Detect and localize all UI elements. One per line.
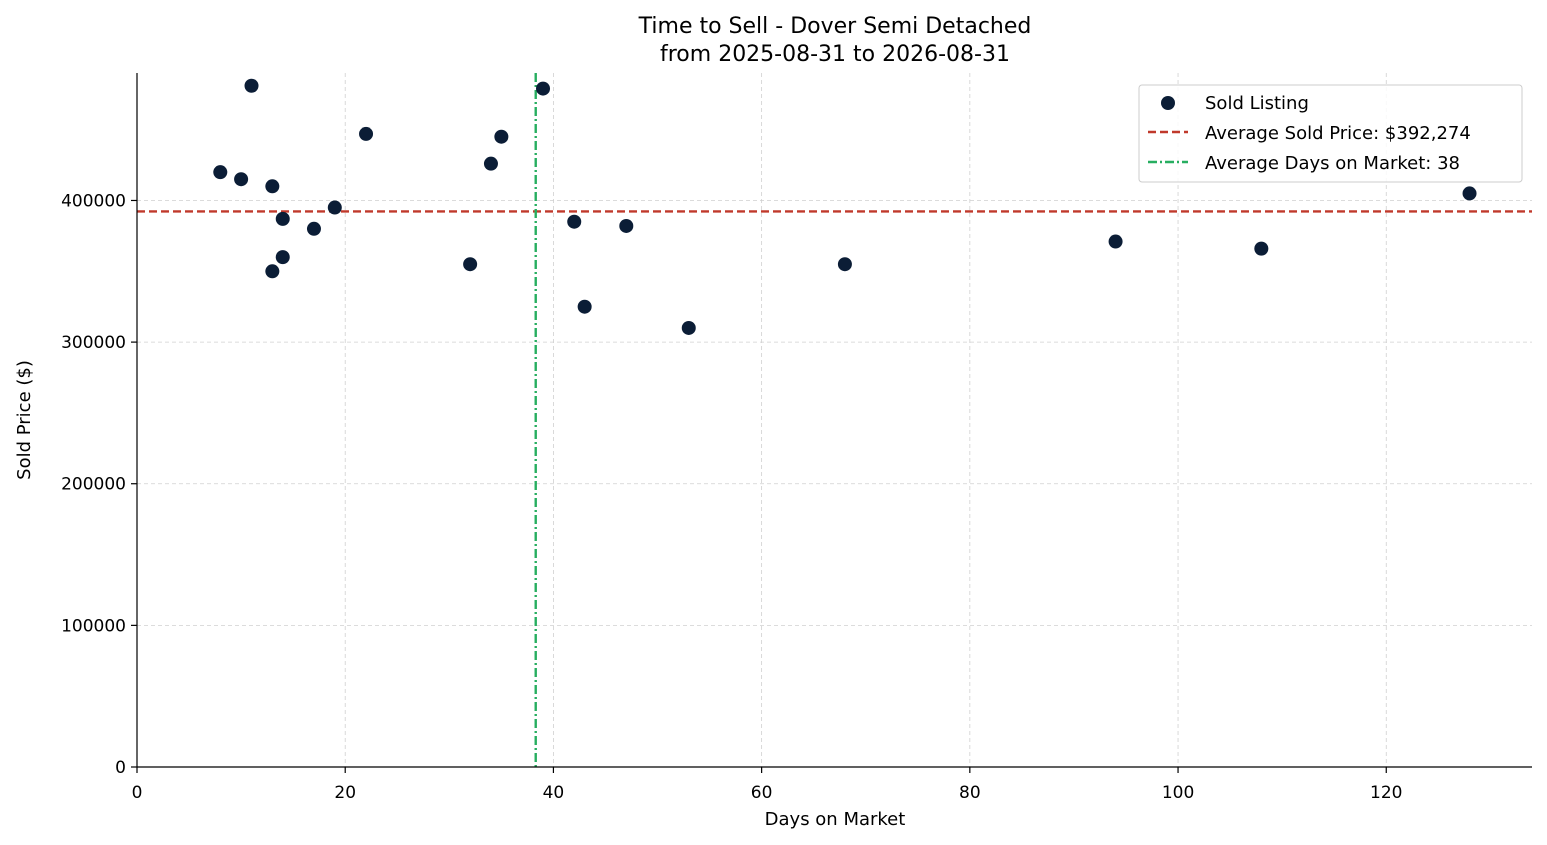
x-tick-label: 80 xyxy=(959,783,981,803)
data-point xyxy=(567,214,582,229)
data-point xyxy=(837,257,852,272)
data-point xyxy=(1108,234,1123,249)
data-point xyxy=(327,200,342,215)
data-point xyxy=(244,78,259,93)
grid-lines xyxy=(137,73,1532,767)
data-point xyxy=(1462,186,1477,201)
x-tick-label: 120 xyxy=(1370,783,1402,803)
legend: Sold Listing Average Sold Price: $392,27… xyxy=(1138,84,1523,183)
legend-label-sold-listing: Sold Listing xyxy=(1205,93,1309,114)
data-point xyxy=(1254,241,1269,256)
data-point xyxy=(213,165,228,180)
data-point xyxy=(494,129,509,144)
data-point xyxy=(681,320,696,335)
x-tick-label: 100 xyxy=(1162,783,1194,803)
data-point xyxy=(275,211,290,226)
x-axis-label: Days on Market xyxy=(765,809,906,830)
x-tick-label: 60 xyxy=(751,783,773,803)
y-ticks: 0 100000 200000 300000 400000 xyxy=(61,191,137,778)
data-point xyxy=(234,172,249,187)
data-point xyxy=(306,221,321,236)
x-ticks: 0 20 40 60 80 100 120 xyxy=(132,767,1402,803)
data-point xyxy=(359,126,374,141)
data-point xyxy=(536,81,551,96)
x-tick-label: 20 xyxy=(334,783,356,803)
y-tick-label: 0 xyxy=(115,758,126,778)
chart-title: Time to Sell - Dover Semi Detached xyxy=(638,14,1032,39)
y-tick-label: 100000 xyxy=(61,616,126,636)
legend-label-avg-price: Average Sold Price: $392,274 xyxy=(1205,123,1471,144)
reference-lines xyxy=(137,73,1532,767)
legend-point-marker xyxy=(1161,96,1175,110)
legend-box xyxy=(1138,84,1523,183)
data-point xyxy=(619,218,634,233)
data-point xyxy=(483,156,498,171)
legend-label-avg-days: Average Days on Market: 38 xyxy=(1205,153,1460,174)
x-tick-label: 40 xyxy=(543,783,565,803)
x-tick-label: 0 xyxy=(132,783,143,803)
data-point xyxy=(577,299,592,314)
y-tick-label: 300000 xyxy=(61,333,126,353)
data-point xyxy=(265,264,280,279)
data-point xyxy=(463,257,478,272)
y-tick-label: 400000 xyxy=(61,191,126,211)
data-point xyxy=(265,179,280,194)
y-axis-label: Sold Price ($) xyxy=(14,360,35,480)
chart-subtitle: from 2025-08-31 to 2026-08-31 xyxy=(660,42,1010,67)
data-points xyxy=(213,78,1477,335)
y-tick-label: 200000 xyxy=(61,475,126,495)
data-point xyxy=(275,250,290,265)
